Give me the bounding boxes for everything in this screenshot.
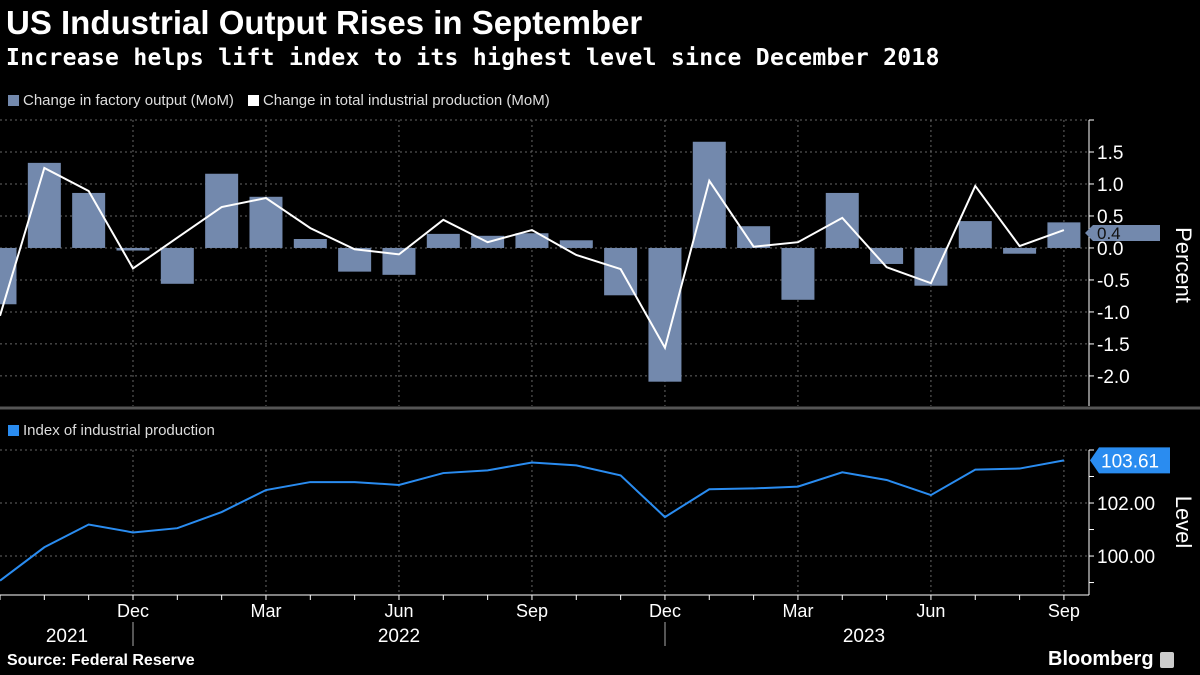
index-line: [0, 459, 1065, 582]
x-tick-label: Sep: [1048, 601, 1080, 621]
y-tick-label: 1.5: [1097, 143, 1123, 164]
factory-output-bar: [1003, 247, 1037, 254]
legend-swatch-total: [247, 95, 259, 106]
y-axis-title-bottom: Level: [1171, 496, 1196, 549]
x-tick-label: Dec: [649, 601, 681, 621]
year-label: 2022: [378, 626, 420, 647]
bloomberg-chart-icon: [1159, 651, 1174, 668]
y-tick-label: -2.0: [1097, 367, 1130, 388]
factory-output-bar: [825, 192, 859, 248]
x-tick-label: Sep: [516, 601, 548, 621]
factory-output-bar: [870, 247, 904, 264]
year-label: 2021: [46, 626, 88, 647]
x-tick-label: Dec: [117, 601, 149, 621]
index-last-value-tag: [1090, 447, 1170, 474]
factory-output-bar: [205, 173, 239, 248]
factory-output-bar: [116, 247, 150, 251]
legend-label-total: Change in total industrial production (M…: [262, 92, 550, 109]
bloomberg-logo: Bloomberg: [1048, 648, 1174, 671]
x-tick-label: Jun: [384, 601, 413, 621]
legend-swatch-index: [8, 425, 19, 436]
factory-output-bar: [1047, 222, 1081, 248]
legend-label-index: Index of industrial production: [23, 422, 215, 439]
factory-output-bar: [338, 247, 372, 272]
factory-last-value-tag: [1085, 224, 1160, 241]
y-tick-label: 102.00: [1097, 494, 1155, 515]
factory-output-bar: [781, 247, 815, 300]
factory-output-bar: [293, 239, 327, 248]
brand-name: Bloomberg: [1048, 648, 1154, 670]
x-tick-label: Mar: [782, 601, 813, 621]
factory-output-bar: [0, 247, 17, 305]
factory-output-bar: [958, 221, 992, 248]
y-tick-label: 1.0: [1097, 175, 1123, 196]
factory-output-bar: [72, 192, 106, 248]
year-label: 2023: [843, 626, 885, 647]
y-tick-label: -1.5: [1097, 335, 1130, 356]
y-tick-label: -1.0: [1097, 303, 1130, 324]
factory-last-value: 0.4: [1097, 224, 1121, 243]
factory-output-bar: [692, 141, 726, 248]
y-axis-title-top: Percent: [1171, 227, 1196, 303]
y-tick-label: 100.00: [1097, 547, 1155, 568]
factory-output-bar: [559, 240, 593, 248]
factory-output-bar: [914, 247, 948, 286]
y-tick-label: -0.5: [1097, 271, 1130, 292]
legend-top: Change in factory output (MoM) Change in…: [8, 92, 550, 109]
factory-output-bar: [515, 233, 549, 248]
factory-output-bar: [382, 247, 416, 275]
index-last-value: 103.61: [1101, 451, 1159, 472]
factory-output-bar: [648, 247, 682, 382]
x-tick-label: Jun: [916, 601, 945, 621]
factory-output-bar: [426, 233, 460, 248]
factory-output-bar: [249, 196, 283, 248]
legend-label-factory: Change in factory output (MoM): [23, 92, 234, 109]
legend-bottom: Index of industrial production: [8, 422, 215, 439]
total-production-line: [0, 166, 1065, 351]
y-tick-label: 0.0: [1097, 239, 1123, 260]
source-note: Source: Federal Reserve: [7, 652, 195, 669]
factory-output-bar: [737, 226, 771, 248]
factory-output-bar: [160, 247, 194, 284]
y-tick-label: 0.5: [1097, 207, 1123, 228]
x-tick-label: Mar: [250, 601, 281, 621]
chart-subtitle: Increase helps lift index to its highest…: [6, 45, 940, 71]
chart-title: US Industrial Output Rises in September: [6, 4, 643, 41]
legend-swatch-factory: [8, 95, 19, 106]
